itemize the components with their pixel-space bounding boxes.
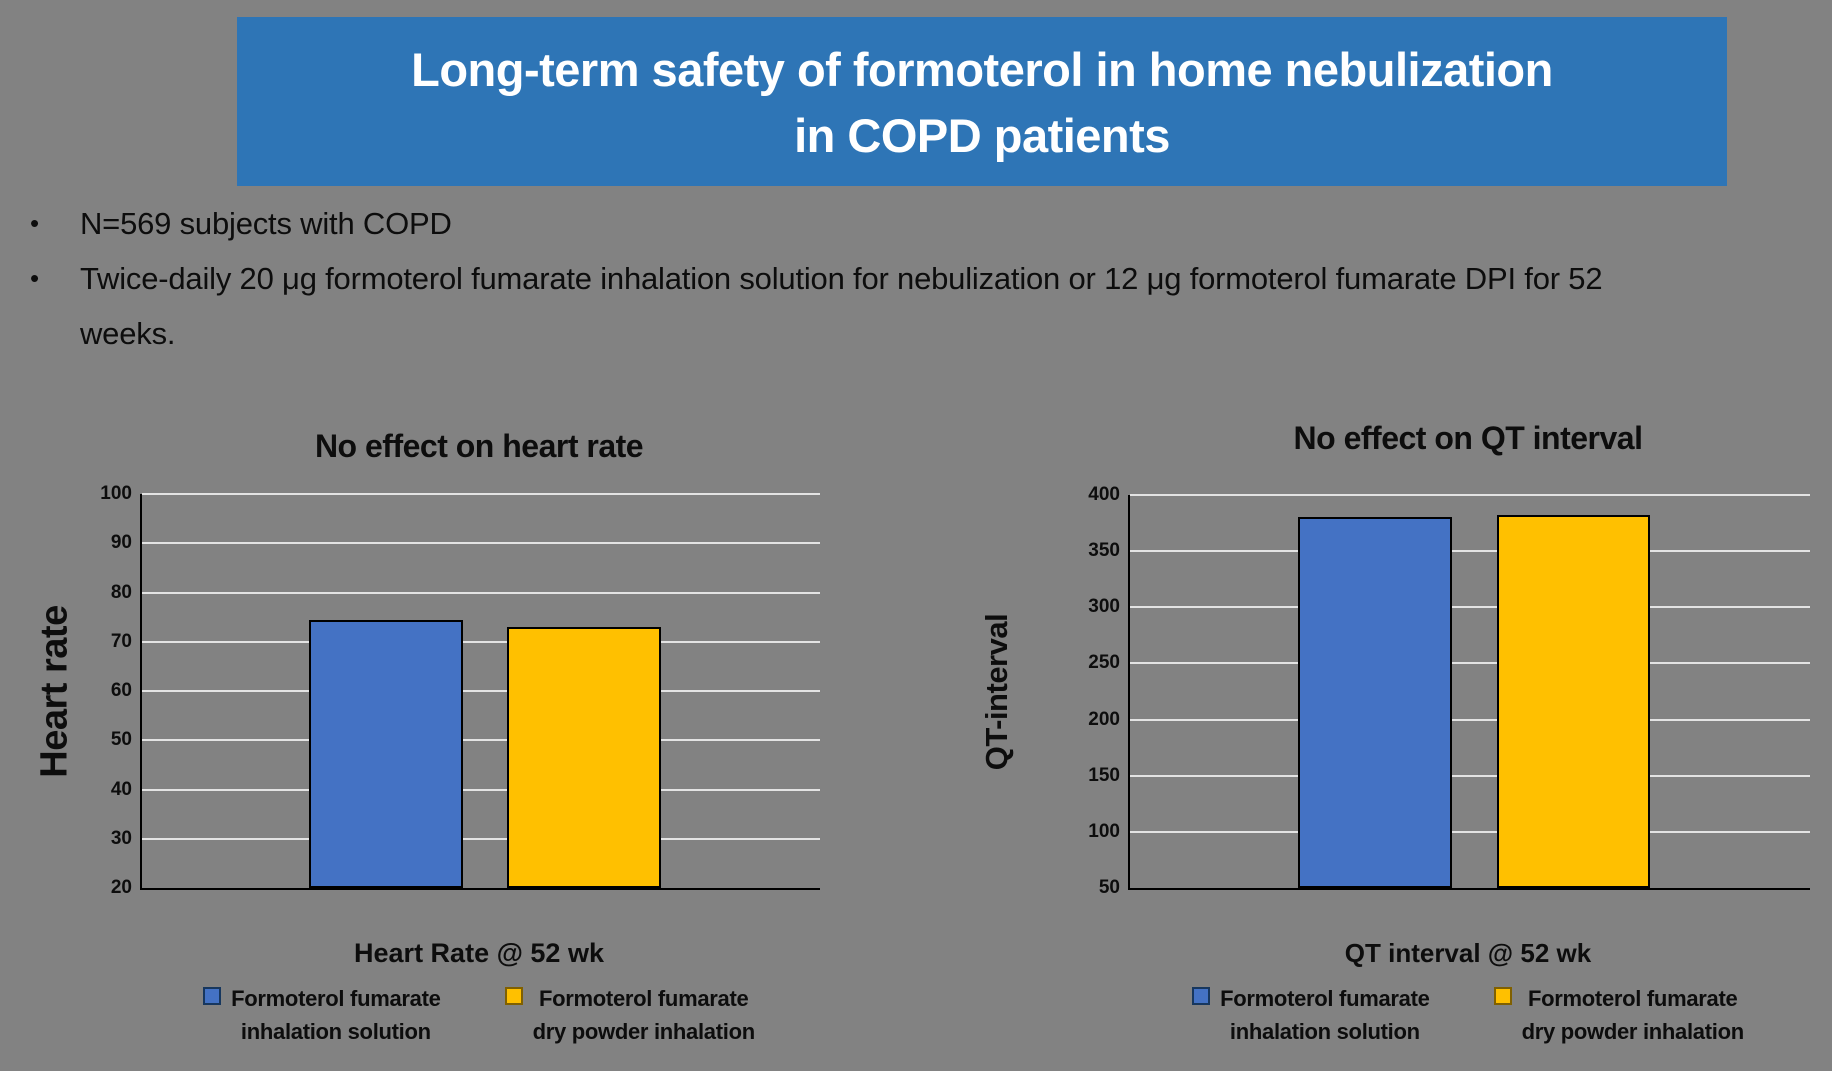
y-tick-label: 100 (100, 483, 132, 504)
x-axis-label: QT interval @ 52 wk (1344, 938, 1592, 968)
gridline (1130, 606, 1810, 609)
y-tick-label: 60 (110, 680, 132, 701)
y-tick-label: 40 (110, 778, 132, 800)
bullet-item: N=569 subjects with COPD (24, 196, 1680, 251)
y-tick-label: 150 (1088, 764, 1120, 786)
bar-series-2 (507, 626, 661, 888)
bullet-list: N=569 subjects with COPD Twice-daily 20 … (24, 196, 1784, 361)
gridline (1130, 662, 1810, 665)
gridline (142, 493, 820, 495)
y-tick-label: 200 (1088, 708, 1120, 730)
plot-area: 50 100 150 200 250 300 350 400 (1088, 484, 1810, 898)
gridline (142, 788, 820, 791)
legend-label-line1: Formoterol fumarate (231, 986, 441, 1011)
y-tick-label: 90 (110, 532, 132, 554)
plot-area: 20 30 40 50 60 70 80 90 100 (100, 483, 820, 898)
chart-legend: Formoterol fumarate inhalation solution … (1128, 982, 1808, 1048)
gridline (1130, 550, 1810, 553)
x-axis-label: Heart Rate @ 52 wk (354, 938, 604, 968)
legend-entry: Formoterol fumarate inhalation solution (1192, 982, 1430, 1048)
slide-title-line2: in COPD patients (794, 109, 1170, 162)
y-tick-label: 80 (110, 581, 132, 603)
y-tick-label: 100 (1088, 820, 1120, 842)
gridline (1130, 718, 1810, 721)
gridline (142, 837, 820, 840)
chart-title: No effect on QT interval (1293, 420, 1643, 456)
legend-entry: Formoterol fumarate dry powder inhalatio… (504, 982, 756, 1048)
chart-legend: Formoterol fumarate inhalation solution … (140, 982, 818, 1048)
legend-label: Formoterol fumarate dry powder inhalatio… (532, 982, 756, 1048)
legend-label-line2: inhalation solution (1229, 1019, 1420, 1044)
chart-title: No effect on heart rate (314, 428, 644, 464)
legend-swatch-gold (504, 987, 523, 1005)
title-banner: Long-term safety of formoterol in home n… (237, 17, 1727, 186)
legend-label: Formoterol fumarate inhalation solution (231, 982, 441, 1048)
legend-label-line2: dry powder inhalation (1521, 1019, 1745, 1044)
y-tick-label: 400 (1088, 484, 1120, 505)
y-axis-label-box: QT-interval (950, 495, 1045, 888)
y-tick-label: 250 (1088, 652, 1120, 674)
legend-label: Formoterol fumarate inhalation solution (1220, 982, 1430, 1048)
legend-entry: Formoterol fumarate inhalation solution (203, 982, 441, 1048)
legend-swatch-blue (203, 987, 222, 1005)
bar-series-1 (309, 619, 463, 888)
y-tick-label: 30 (110, 827, 132, 849)
y-tick-label: 300 (1088, 596, 1120, 618)
y-axis-label: Heart rate (34, 604, 77, 778)
gridline (1130, 830, 1810, 833)
gridline (142, 690, 820, 692)
legend-label-line1: Formoterol fumarate (1527, 986, 1738, 1011)
y-tick-label: 20 (110, 877, 132, 898)
gridline (142, 640, 820, 643)
legend-label-line2: dry powder inhalation (532, 1019, 756, 1044)
bar-series-2 (1496, 515, 1651, 888)
gridline (142, 542, 820, 545)
gridline (1130, 774, 1810, 777)
legend-swatch-gold (1493, 987, 1512, 1005)
bullet-item: Twice-daily 20 μg formoterol fumarate in… (24, 251, 1680, 361)
gridline (142, 739, 820, 742)
y-tick-label: 70 (110, 630, 132, 652)
y-tick-label: 50 (110, 729, 132, 751)
y-tick-label: 350 (1088, 540, 1120, 562)
legend-swatch-blue (1192, 987, 1211, 1005)
legend-label-line2: inhalation solution (240, 1019, 431, 1044)
legend-entry: Formoterol fumarate dry powder inhalatio… (1493, 982, 1745, 1048)
y-tick-label: 50 (1098, 877, 1120, 898)
legend-label: Formoterol fumarate dry powder inhalatio… (1521, 982, 1745, 1048)
slide-title-line1: Long-term safety of formoterol in home n… (411, 43, 1553, 96)
legend-label-line1: Formoterol fumarate (1220, 986, 1430, 1011)
bar-series-1 (1297, 517, 1452, 888)
y-axis-label: QT-interval (979, 613, 1015, 770)
gridline (1130, 494, 1810, 496)
gridline (142, 591, 820, 594)
legend-label-line1: Formoterol fumarate (538, 986, 749, 1011)
